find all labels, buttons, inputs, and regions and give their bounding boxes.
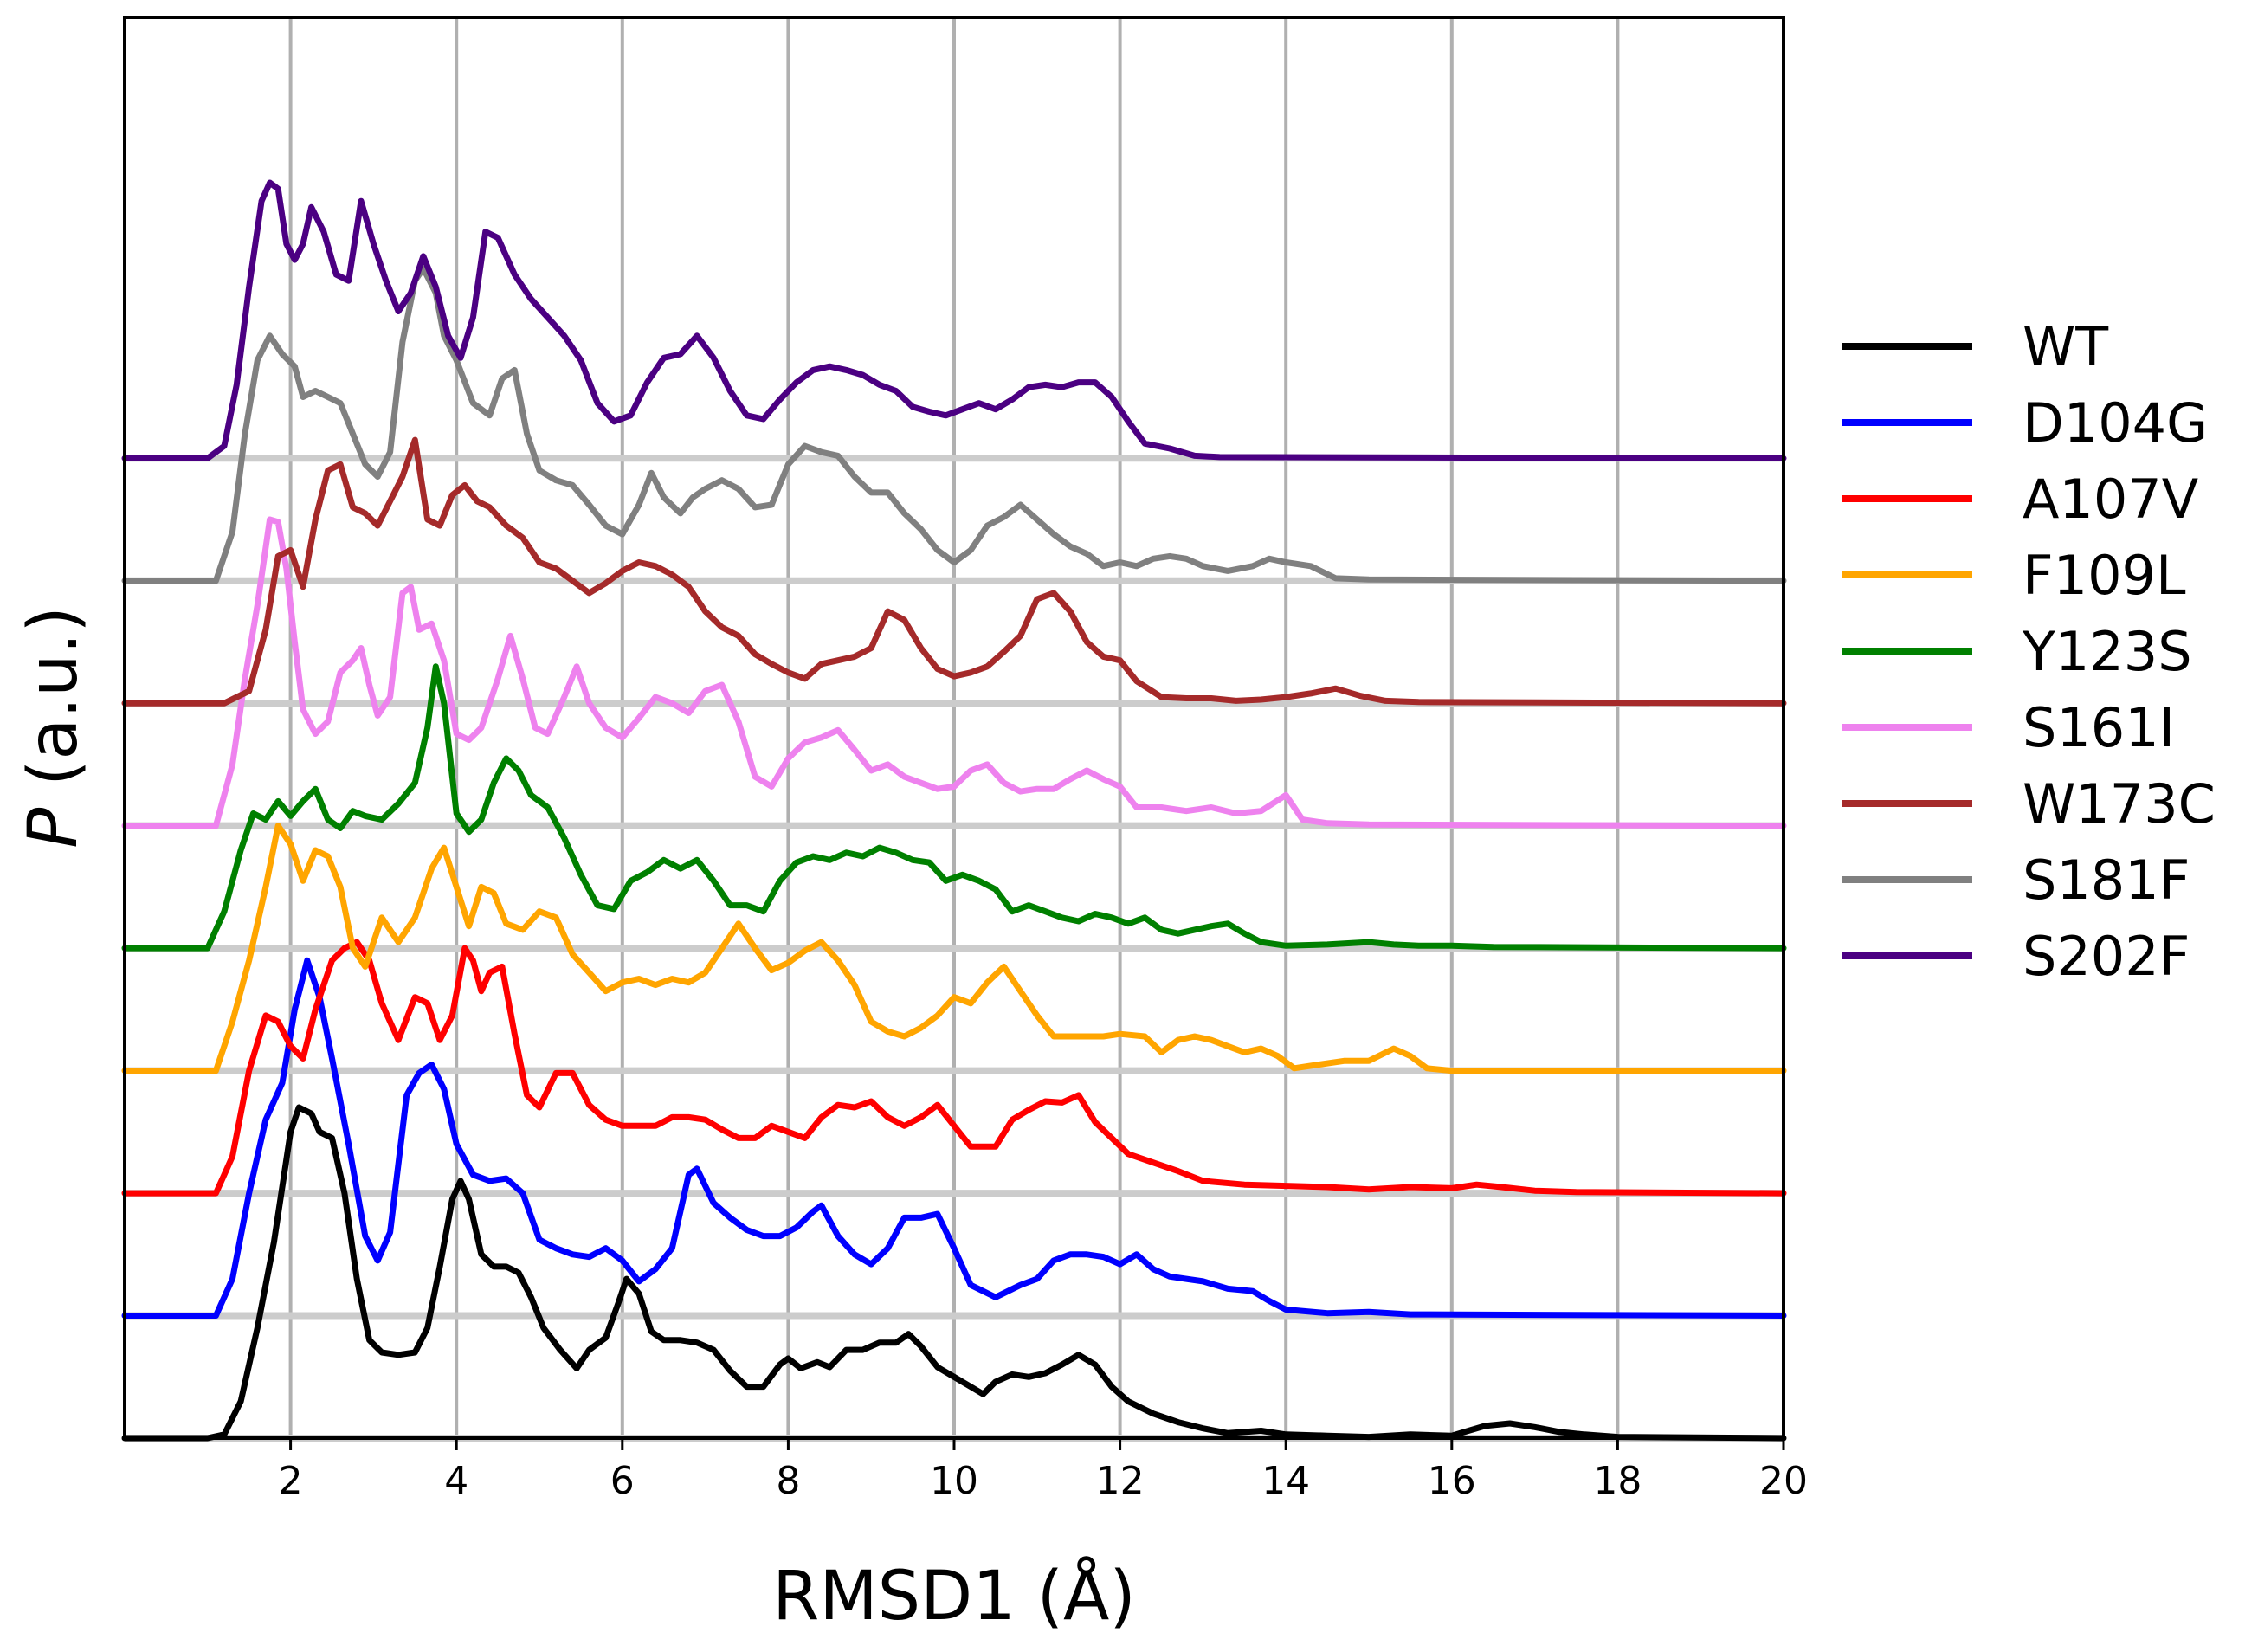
legend-item-y123s: Y123S [1842, 620, 2192, 683]
series-line-y123s [121, 663, 1787, 952]
legend-item-s181f: S181F [1842, 849, 2190, 912]
legend-label: S161I [2023, 696, 2175, 759]
y-axis-label-symbol: P [15, 808, 93, 849]
series-line-f109l [121, 823, 1787, 1074]
x-tick-label: 10 [930, 1459, 978, 1503]
x-tick-label: 12 [1096, 1459, 1145, 1503]
series-line-s161i [121, 516, 1787, 829]
series-line-s181f [121, 265, 1787, 584]
legend-item-wt: WT [1842, 315, 2109, 378]
legend-label: A107V [2023, 468, 2198, 531]
legend-item-a107v: A107V [1842, 468, 2198, 531]
legend-label: S202F [2023, 925, 2190, 988]
x-tick-label: 18 [1593, 1459, 1642, 1503]
legend-label: D104G [2023, 391, 2208, 455]
legend-item-s202f: S202F [1842, 925, 2190, 988]
x-tick-label: 6 [610, 1459, 635, 1503]
legend-item-d104g: D104G [1842, 391, 2208, 455]
x-tick-label: 2 [279, 1459, 303, 1503]
series-line-d104g [121, 957, 1787, 1319]
x-tick-label: 16 [1428, 1459, 1476, 1503]
x-tick-label: 14 [1261, 1459, 1310, 1503]
legend-item-f109l: F109L [1842, 544, 2186, 607]
y-axis-label-units: (a.u.) [15, 606, 93, 807]
legend-label: W173C [2023, 772, 2216, 836]
x-tick-label: 8 [776, 1459, 800, 1503]
series-line-wt [121, 1104, 1787, 1442]
legend-label: S181F [2023, 849, 2190, 912]
x-tick-label: 20 [1759, 1459, 1808, 1503]
series-line-s202f [121, 179, 1787, 461]
legend: WT D104G A107V F109L Y123S S161I W173C S181F S20… [1842, 315, 2216, 988]
series-line-w173c [121, 436, 1787, 707]
legend-label: Y123S [2022, 620, 2192, 683]
y-axis-label: P (a.u.) [15, 606, 93, 849]
series-line-a107v [121, 939, 1787, 1197]
legend-item-s161i: S161I [1842, 696, 2175, 759]
legend-item-w173c: W173C [1842, 772, 2216, 836]
x-axis-label: RMSD1 (Å) [772, 1556, 1136, 1636]
x-axis-ticks: 2 4 6 8 10 12 14 16 18 20 [279, 1438, 1808, 1503]
x-tick-label: 4 [444, 1459, 468, 1503]
series-lines [121, 179, 1787, 1442]
legend-label: F109L [2023, 544, 2186, 607]
legend-label: WT [2023, 315, 2109, 378]
